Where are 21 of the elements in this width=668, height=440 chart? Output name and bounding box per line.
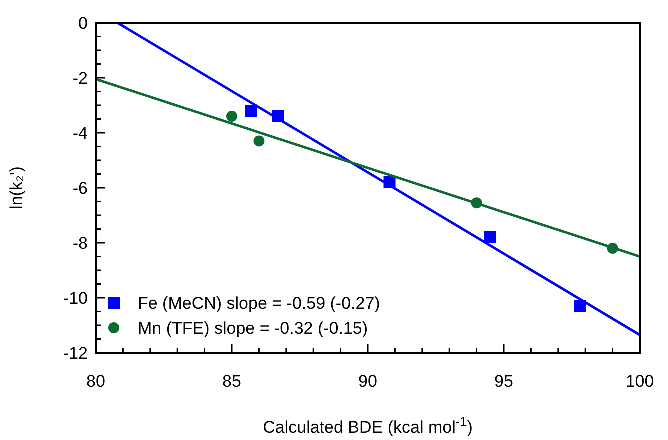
- y-tick-label: -4: [72, 124, 88, 143]
- y-tick-label: 0: [78, 14, 88, 33]
- x-tick-label: 100: [626, 372, 654, 391]
- legend-label: Fe (MeCN) slope = -0.59 (-0.27): [138, 294, 380, 313]
- x-tick-label: 85: [222, 372, 242, 391]
- point: [254, 136, 265, 147]
- x-tick-label: 90: [358, 372, 378, 391]
- x-axis-title: Calculated BDE (kcal mol$^{-1}$): [263, 414, 473, 437]
- point: [484, 232, 496, 244]
- x-tick-label: 95: [494, 372, 514, 391]
- legend-label: Mn (TFE) slope = -0.32 (-0.15): [138, 319, 368, 338]
- y-tick-label: -6: [72, 179, 88, 198]
- y-tick-label: -10: [63, 289, 88, 308]
- y-tick-label: -8: [72, 234, 88, 253]
- y-axis-title: ln(k₂'): [7, 166, 26, 210]
- point: [226, 111, 238, 122]
- point: [245, 105, 258, 117]
- x-tick-label: 80: [86, 372, 106, 391]
- y-tick-label: -2: [72, 69, 88, 88]
- point: [574, 300, 586, 312]
- y-tick-label: -12: [63, 344, 88, 363]
